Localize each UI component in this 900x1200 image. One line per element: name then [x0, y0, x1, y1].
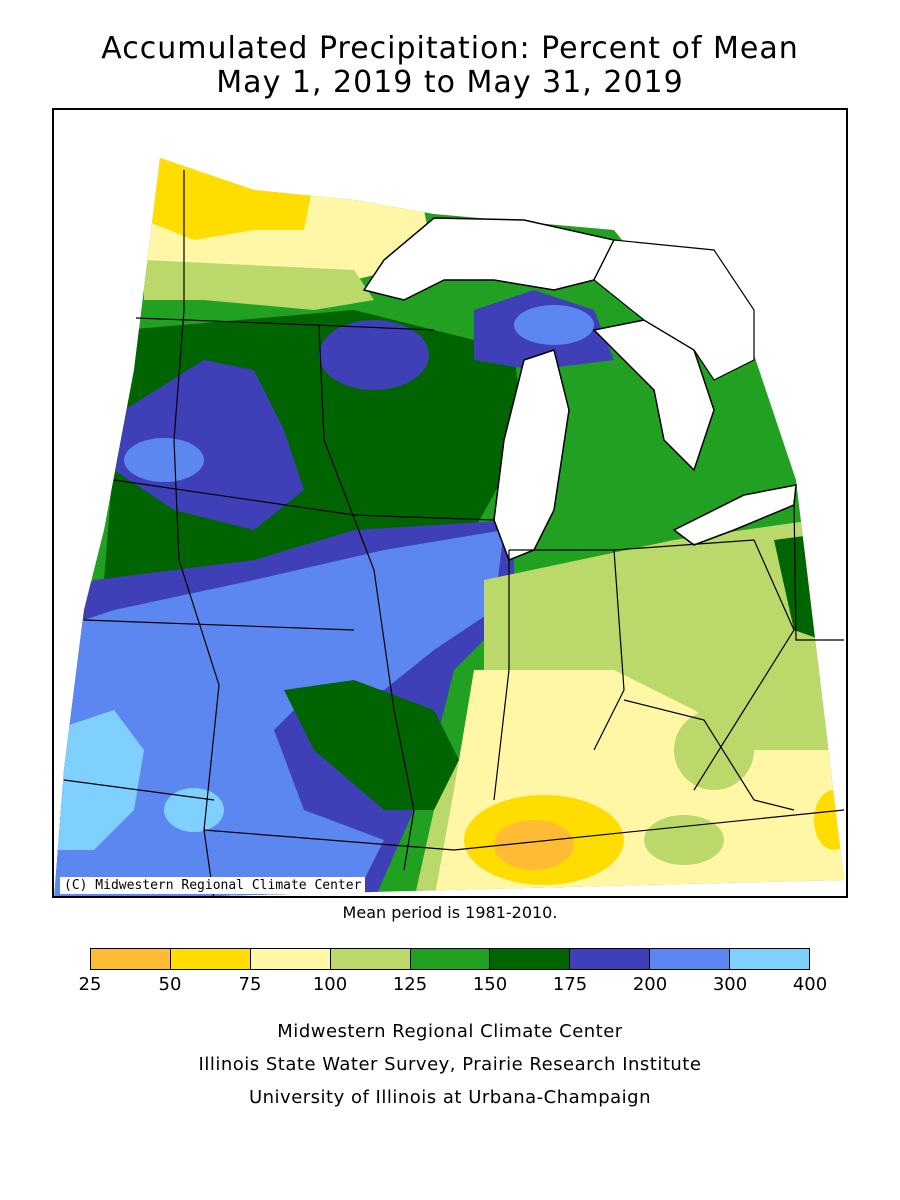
mean-period-note: Mean period is 1981-2010. — [342, 903, 558, 922]
region-300-400-west — [54, 710, 144, 850]
legend-tick-label: 75 — [238, 974, 262, 995]
legend-swatch — [170, 949, 251, 969]
credit-line: Midwestern Regional Climate Center — [277, 1021, 623, 1042]
border-line — [135, 317, 435, 331]
border-line — [113, 479, 495, 521]
border-line — [173, 170, 220, 896]
legend-swatch — [650, 949, 731, 969]
border-line — [318, 324, 415, 871]
region-100-125-wv — [644, 815, 724, 865]
color-legend — [90, 948, 810, 970]
legend-swatch — [410, 949, 491, 969]
border-line — [63, 779, 215, 801]
legend-swatch — [490, 949, 571, 969]
legend-tick-label: 150 — [472, 974, 508, 995]
legend-tick-label: 300 — [712, 974, 748, 995]
region-175-200-wi — [319, 320, 429, 390]
legend-swatch — [730, 949, 810, 969]
credit-line: University of Illinois at Urbana-Champai… — [248, 1087, 652, 1108]
region-150-175-ia — [284, 680, 474, 810]
region-100-125-north — [144, 260, 374, 310]
legend-tick-label: 400 — [792, 974, 828, 995]
border-line — [493, 550, 510, 801]
border-line — [509, 549, 625, 751]
legend-tick-label: 50 — [158, 974, 182, 995]
region-200-300-up — [514, 305, 594, 345]
region-100-125-oh — [674, 710, 754, 790]
legend-swatch — [250, 949, 331, 969]
border-line — [83, 619, 355, 631]
border-line — [623, 699, 795, 811]
date-range: May 1, 2019 to May 31, 2019 — [216, 65, 684, 100]
legend-tick-label: 175 — [552, 974, 588, 995]
legend-tick-label: 25 — [78, 974, 102, 995]
lake-superior — [362, 217, 616, 301]
legend-swatch — [570, 949, 651, 969]
legend-tick-labels: 25 50 75 100 125 150 175 200 300 400 — [79, 974, 828, 998]
map-canvas — [54, 158, 845, 896]
legend-tick-label: 125 — [392, 974, 428, 995]
legend-swatch — [91, 949, 171, 969]
legend-swatch — [330, 949, 411, 969]
border-line — [613, 539, 795, 791]
precipitation-map: (C) Midwestern Regional Climate Center — [52, 108, 848, 898]
credit-line: Illinois State Water Survey, Prairie Res… — [198, 1054, 702, 1075]
region-50-75-north — [144, 158, 314, 240]
legend-tick-label: 200 — [632, 974, 668, 995]
map-title: Accumulated Precipitation: Percent of Me… — [101, 31, 799, 66]
region-25-50-ky — [494, 820, 574, 870]
copyright-notice: (C) Midwestern Regional Climate Center — [60, 877, 366, 894]
ontario-land — [593, 239, 755, 381]
region-200-300-sd — [124, 438, 204, 482]
region-50-75-va — [814, 790, 844, 850]
border-line — [793, 499, 844, 641]
legend-tick-label: 100 — [312, 974, 348, 995]
border-line — [203, 809, 845, 851]
state-boundaries — [63, 170, 845, 896]
